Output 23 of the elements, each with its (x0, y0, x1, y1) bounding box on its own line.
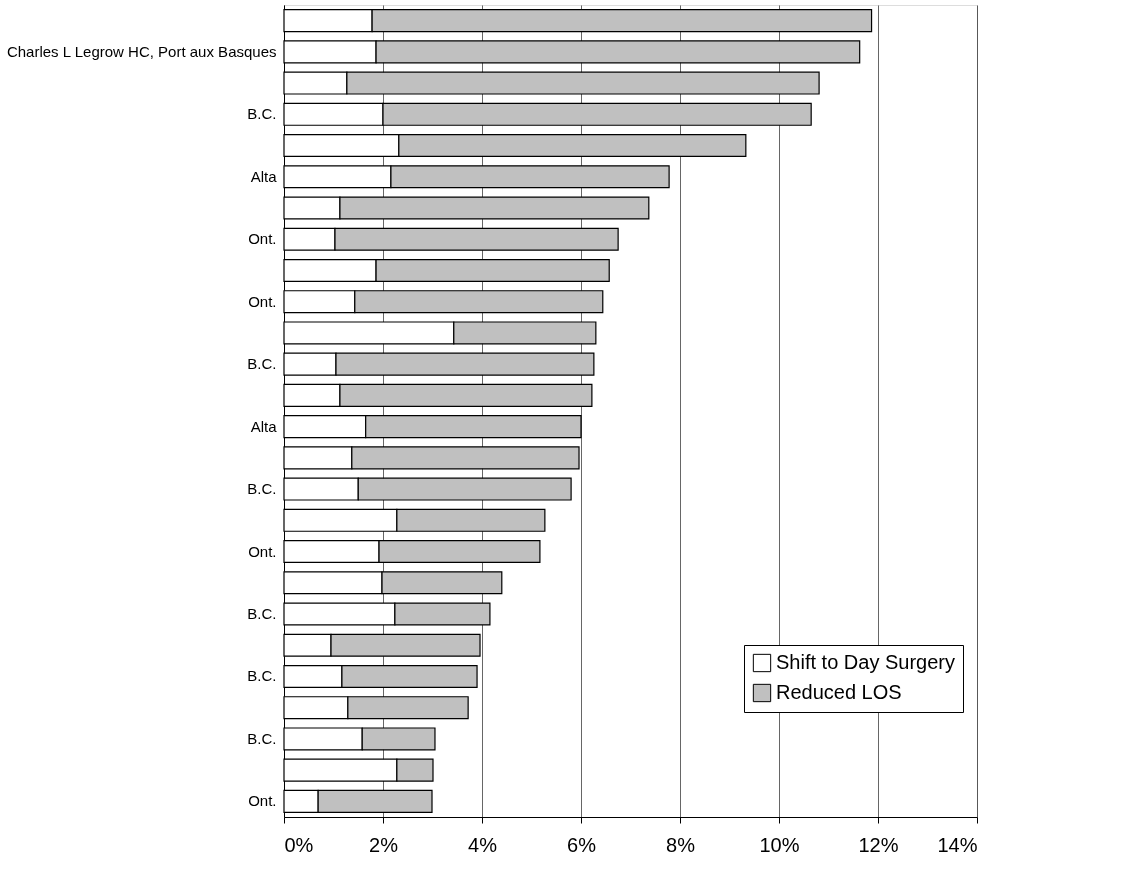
y-tick-label: Alta (250, 167, 278, 185)
x-tick-label: 2% (369, 833, 399, 856)
x-tick-label: 4% (468, 833, 498, 856)
y-tick-label: Alta (250, 417, 278, 435)
x-tick-label: 14% (937, 833, 978, 856)
x-tick-label: 0% (284, 833, 314, 856)
y-tick-label: Ont. (248, 792, 277, 810)
legend-label: Reduced LOS (776, 681, 902, 703)
y-tick-label: Charles L Legrow HC, Port aux Basques (6, 42, 277, 60)
y-tick-label: Ont. (248, 542, 277, 560)
y-tick-label: B.C. (247, 667, 277, 685)
y-tick-label: B.C. (247, 105, 277, 123)
x-tick-label: 8% (666, 833, 696, 856)
y-tick-label: B.C. (247, 480, 277, 498)
x-tick-label: 10% (759, 833, 800, 856)
y-tick-label: B.C. (247, 729, 277, 747)
y-tick-label: Ont. (248, 292, 277, 310)
y-tick-label: B.C. (247, 355, 277, 373)
y-tick-label: B.C. (247, 605, 277, 622)
x-tick-label: 6% (567, 833, 597, 856)
y-tick-label: Ont. (248, 230, 277, 248)
legend-label: Shift to Day Surgery (776, 651, 955, 673)
x-tick-label: 12% (858, 833, 899, 856)
